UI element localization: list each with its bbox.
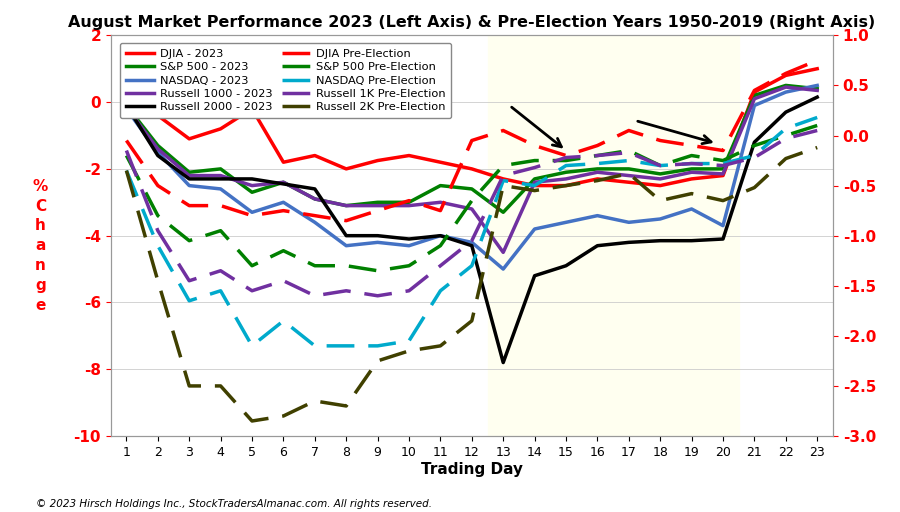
X-axis label: Trading Day: Trading Day bbox=[421, 461, 523, 477]
Text: © 2023 Hirsch Holdings Inc., StockTradersAlmanac.com. All rights reserved.: © 2023 Hirsch Holdings Inc., StockTrader… bbox=[36, 499, 432, 509]
Legend: DJIA - 2023, S&P 500 - 2023, NASDAQ - 2023, Russell 1000 - 2023, Russell 2000 - : DJIA - 2023, S&P 500 - 2023, NASDAQ - 20… bbox=[120, 43, 451, 118]
Bar bbox=[488, 35, 739, 436]
Text: %
C
h
a
n
g
e: % C h a n g e bbox=[33, 179, 48, 313]
Title: August Market Performance 2023 (Left Axis) & Pre-Election Years 1950-2019 (Right: August Market Performance 2023 (Left Axi… bbox=[68, 15, 876, 30]
